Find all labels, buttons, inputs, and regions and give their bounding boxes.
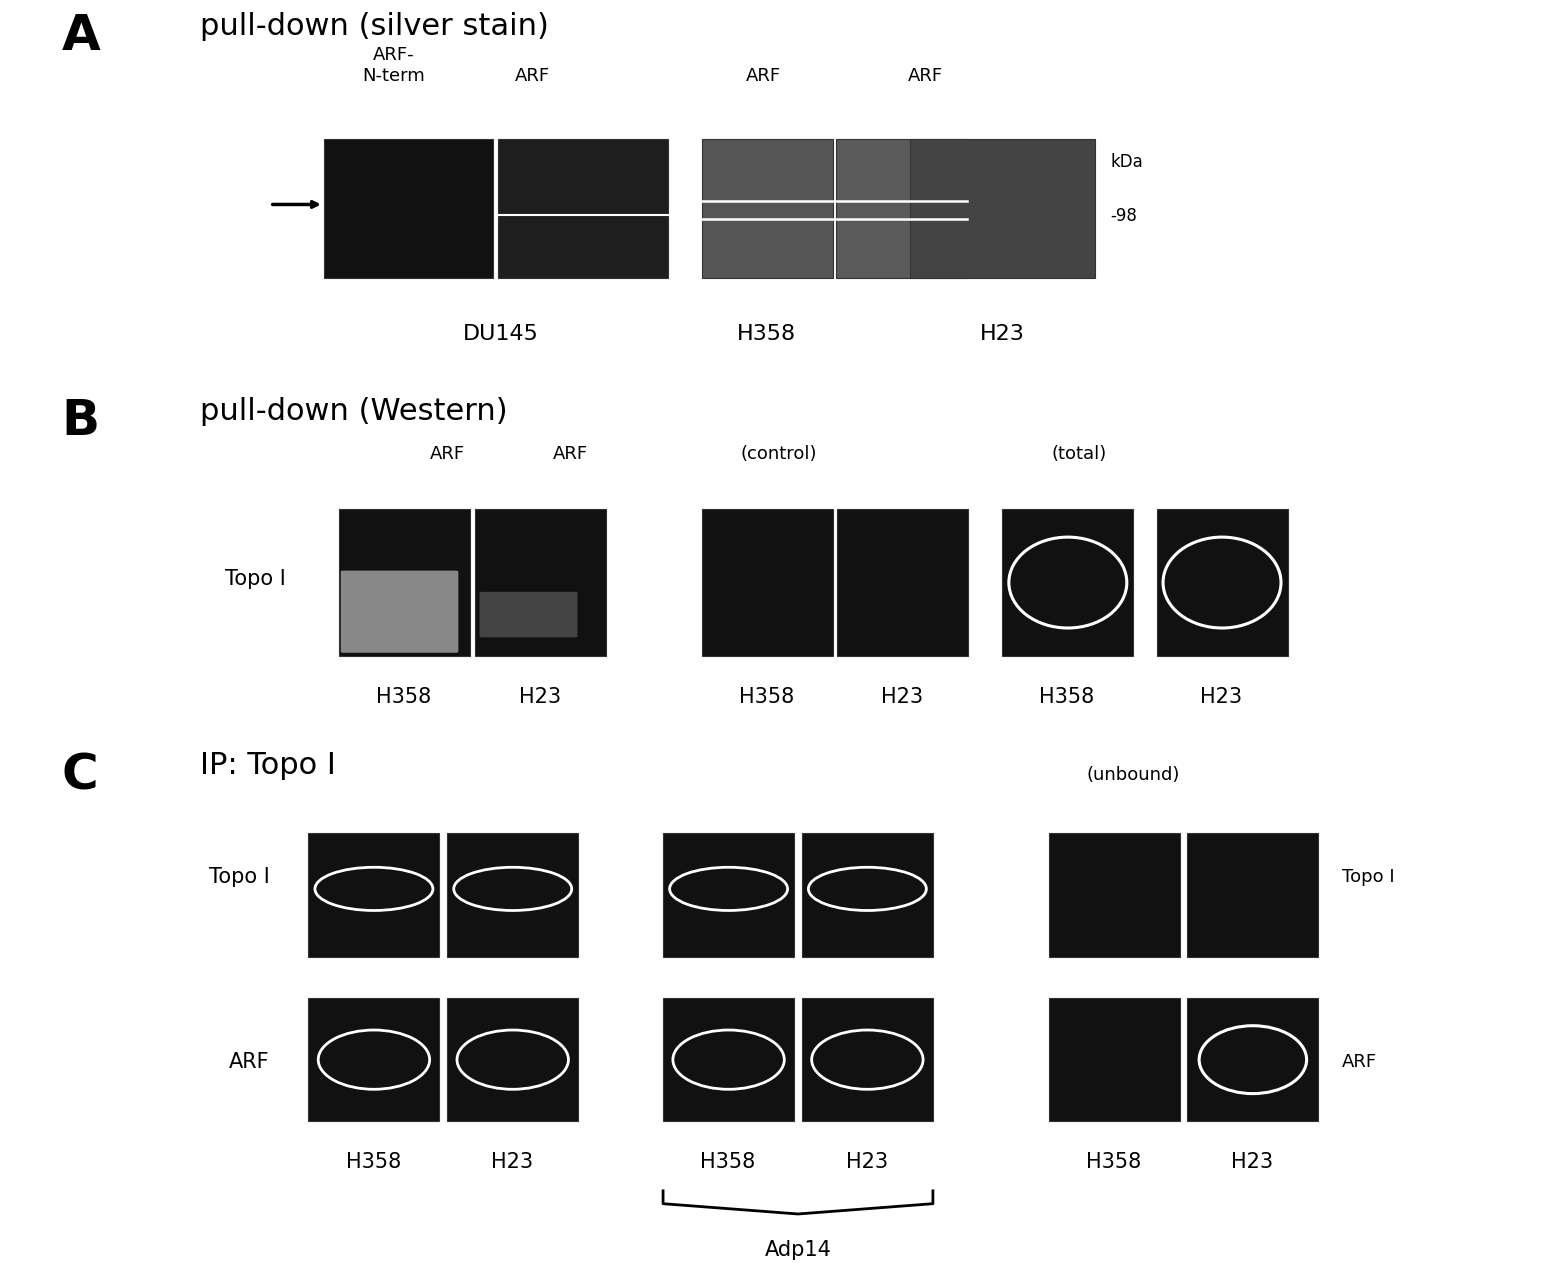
FancyBboxPatch shape <box>802 998 933 1121</box>
FancyBboxPatch shape <box>1049 998 1180 1121</box>
FancyBboxPatch shape <box>702 509 833 656</box>
Text: ARF: ARF <box>515 67 549 85</box>
FancyBboxPatch shape <box>498 139 668 278</box>
FancyBboxPatch shape <box>663 833 794 957</box>
FancyBboxPatch shape <box>1002 509 1133 656</box>
FancyBboxPatch shape <box>475 509 606 656</box>
Text: ARF: ARF <box>1342 1053 1377 1071</box>
FancyBboxPatch shape <box>324 139 493 278</box>
FancyBboxPatch shape <box>341 571 458 653</box>
Text: DU145: DU145 <box>463 324 540 345</box>
Text: H358: H358 <box>737 324 796 345</box>
Text: H358: H358 <box>700 1152 756 1173</box>
FancyBboxPatch shape <box>663 998 794 1121</box>
Text: ARF: ARF <box>430 445 464 463</box>
Text: H358: H358 <box>345 1152 401 1173</box>
Text: H23: H23 <box>979 324 1025 345</box>
Text: pull-down (Western): pull-down (Western) <box>200 397 507 427</box>
Text: H358: H358 <box>1086 1152 1141 1173</box>
Text: H23: H23 <box>518 687 561 707</box>
FancyBboxPatch shape <box>1156 509 1288 656</box>
Text: H23: H23 <box>1231 1152 1274 1173</box>
Text: H358: H358 <box>1039 687 1095 707</box>
FancyBboxPatch shape <box>836 139 967 278</box>
FancyBboxPatch shape <box>339 509 470 656</box>
Text: H23: H23 <box>880 687 924 707</box>
FancyBboxPatch shape <box>1187 998 1318 1121</box>
Text: A: A <box>62 12 100 59</box>
Text: kDa: kDa <box>1110 153 1143 171</box>
Text: H358: H358 <box>376 687 432 707</box>
Text: IP: Topo I: IP: Topo I <box>200 751 336 781</box>
Text: H23: H23 <box>490 1152 534 1173</box>
Text: (total): (total) <box>1052 445 1107 463</box>
FancyBboxPatch shape <box>308 833 439 957</box>
Text: (unbound): (unbound) <box>1087 766 1180 784</box>
FancyBboxPatch shape <box>1187 833 1318 957</box>
Text: ARF-
N-term: ARF- N-term <box>362 46 424 85</box>
FancyBboxPatch shape <box>910 139 1095 278</box>
FancyBboxPatch shape <box>1049 833 1180 957</box>
Text: B: B <box>62 397 100 445</box>
Text: H358: H358 <box>739 687 794 707</box>
Text: Adp14: Adp14 <box>765 1240 831 1260</box>
Text: ARF: ARF <box>746 67 780 85</box>
Text: H23: H23 <box>1200 687 1243 707</box>
Text: pull-down (silver stain): pull-down (silver stain) <box>200 12 549 41</box>
FancyBboxPatch shape <box>480 592 577 638</box>
FancyBboxPatch shape <box>802 833 933 957</box>
Text: (control): (control) <box>740 445 817 463</box>
FancyBboxPatch shape <box>837 509 968 656</box>
Text: ARF: ARF <box>908 67 942 85</box>
FancyBboxPatch shape <box>447 998 578 1121</box>
Text: -98: -98 <box>1110 207 1136 225</box>
FancyBboxPatch shape <box>308 998 439 1121</box>
Text: H23: H23 <box>845 1152 888 1173</box>
Text: Topo I: Topo I <box>1342 868 1394 886</box>
Text: ARF: ARF <box>554 445 588 463</box>
Text: C: C <box>62 751 99 799</box>
Text: Topo I: Topo I <box>210 867 270 887</box>
FancyBboxPatch shape <box>702 139 833 278</box>
FancyBboxPatch shape <box>447 833 578 957</box>
Text: ARF: ARF <box>230 1052 270 1073</box>
Text: Topo I: Topo I <box>225 568 285 589</box>
